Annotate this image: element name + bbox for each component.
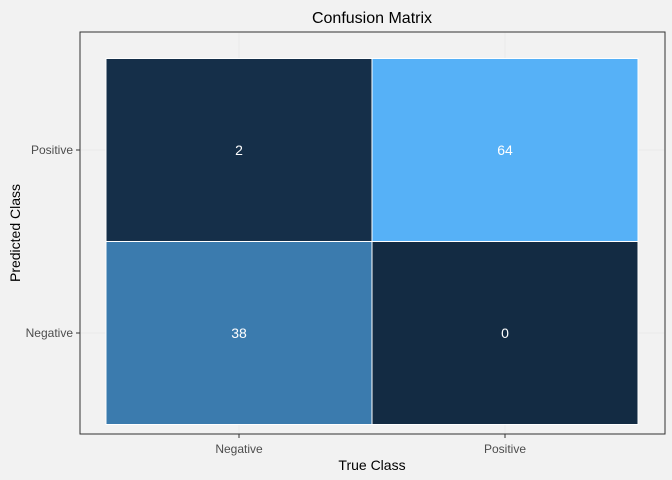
y-axis-title: Predicted Class <box>7 184 23 282</box>
y-tick-label-negative: Negative <box>26 326 74 340</box>
panel-border <box>79 31 666 435</box>
heatmap-cell-true-negative-pred-negative <box>105 241 373 425</box>
cell-value-label-negative-positive: 2 <box>235 142 243 158</box>
axis-ticks: Negative Positive Negative Positive <box>26 143 527 456</box>
cell-value-label-negative-negative: 38 <box>231 325 247 341</box>
heatmap-cell-true-positive-pred-negative <box>371 241 639 425</box>
cell-value-label-positive-negative: 0 <box>501 325 509 341</box>
y-tick-label-positive: Positive <box>31 143 73 157</box>
x-tick-label-positive: Positive <box>484 442 526 456</box>
cell-value-labels: 2 64 38 0 <box>231 142 513 341</box>
chart-title: Confusion Matrix <box>312 10 432 27</box>
cell-value-label-positive-positive: 64 <box>497 142 513 158</box>
x-axis-title: True Class <box>338 457 405 473</box>
heatmap-cell-true-positive-pred-positive <box>371 58 639 242</box>
x-tick-label-negative: Negative <box>215 442 263 456</box>
heatmap-cells <box>105 58 639 425</box>
